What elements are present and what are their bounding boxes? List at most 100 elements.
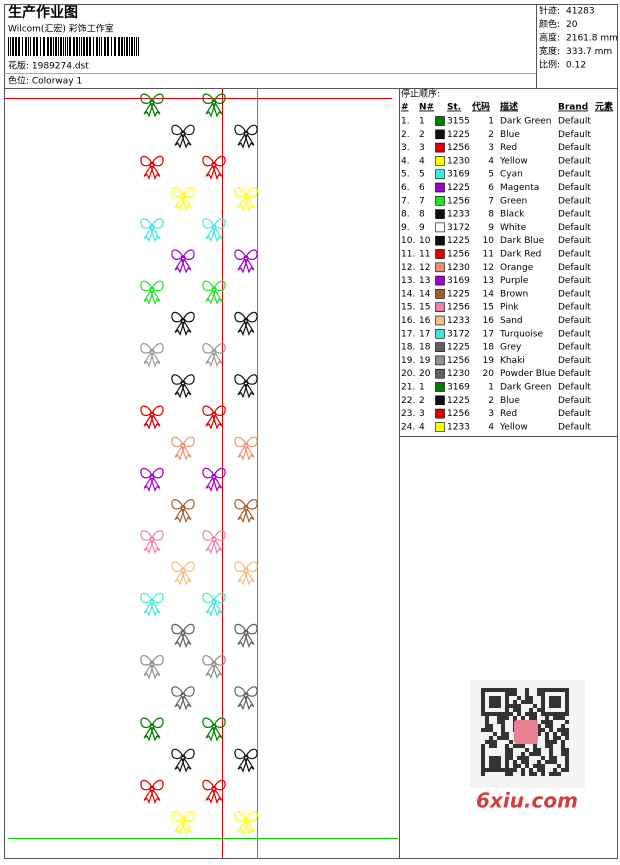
code: 2 bbox=[488, 396, 494, 406]
stat-value: 333.7 mm bbox=[566, 47, 612, 57]
stitches: 1225 bbox=[447, 236, 470, 246]
brand: Default bbox=[558, 356, 591, 366]
qr-cell bbox=[505, 688, 509, 692]
bar-stripe bbox=[136, 37, 137, 56]
qr-cell bbox=[565, 764, 569, 768]
bar-stripe bbox=[138, 37, 139, 56]
color-swatch bbox=[435, 355, 445, 366]
needle: 9 bbox=[419, 223, 425, 233]
row-number: 7. bbox=[401, 196, 410, 206]
qr-cell bbox=[549, 700, 553, 704]
qr-cell bbox=[521, 772, 525, 776]
qr-cell bbox=[517, 704, 521, 708]
qr-cell bbox=[541, 692, 545, 696]
brand: Default bbox=[558, 263, 591, 273]
qr-cell bbox=[541, 728, 545, 732]
description: Pink bbox=[500, 303, 519, 313]
stat-value: 0.12 bbox=[566, 61, 586, 71]
qr-cell bbox=[553, 712, 557, 716]
bar-stripe bbox=[89, 37, 91, 56]
stitches: 1233 bbox=[447, 210, 470, 220]
needle: 17 bbox=[419, 329, 430, 339]
description: Blue bbox=[500, 130, 520, 140]
stitches: 1225 bbox=[447, 183, 470, 193]
stitches: 1230 bbox=[447, 156, 470, 166]
qr-cell bbox=[525, 700, 529, 704]
qr-cell bbox=[497, 764, 501, 768]
qr-cell bbox=[549, 740, 553, 744]
column-header: 元素 bbox=[595, 101, 613, 113]
row-number: 10. bbox=[401, 236, 415, 246]
bar-stripe bbox=[65, 37, 66, 56]
border bbox=[4, 4, 618, 859]
brand: Default bbox=[558, 117, 591, 127]
qr-cell bbox=[545, 744, 549, 748]
qr-cell bbox=[533, 772, 537, 776]
needle: 15 bbox=[419, 303, 430, 313]
qr-cell bbox=[561, 728, 565, 732]
qr-cell bbox=[565, 768, 569, 772]
qr-cell bbox=[501, 720, 505, 724]
qr-cell bbox=[537, 764, 541, 768]
bar-stripe bbox=[96, 37, 98, 56]
qr-cell bbox=[525, 748, 529, 752]
qr-cell bbox=[517, 744, 521, 748]
bar-stripe bbox=[69, 37, 71, 56]
qr-cell bbox=[541, 756, 545, 760]
brand: Default bbox=[558, 170, 591, 180]
qr-cell bbox=[533, 704, 537, 708]
qr-cell bbox=[545, 740, 549, 744]
qr-cell bbox=[561, 768, 565, 772]
column-header: N# bbox=[419, 103, 434, 113]
row-number: 16. bbox=[401, 316, 415, 326]
needle: 5 bbox=[419, 170, 425, 180]
color-swatch bbox=[435, 302, 445, 313]
qr-cell bbox=[489, 768, 493, 772]
qr-cell bbox=[485, 768, 489, 772]
brand: Default bbox=[558, 196, 591, 206]
qr-cell bbox=[505, 744, 509, 748]
code: 20 bbox=[483, 369, 495, 379]
qr-cell bbox=[509, 748, 513, 752]
description: Grey bbox=[500, 343, 522, 353]
qr-cell bbox=[545, 688, 549, 692]
description: Turquoise bbox=[499, 329, 543, 339]
code: 18 bbox=[483, 343, 495, 353]
qr-cell bbox=[481, 712, 485, 716]
qr-cell bbox=[553, 768, 557, 772]
row-number: 17. bbox=[401, 329, 415, 339]
brand: Default bbox=[558, 130, 591, 140]
qr-cell bbox=[505, 732, 509, 736]
qr-cell bbox=[521, 716, 525, 720]
code: 9 bbox=[488, 223, 494, 233]
qr-cell bbox=[553, 740, 557, 744]
qr-cell bbox=[481, 744, 485, 748]
stitches: 1256 bbox=[447, 303, 470, 313]
needle: 2 bbox=[419, 396, 425, 406]
qr-cell bbox=[481, 756, 485, 760]
qr-cell bbox=[537, 728, 541, 732]
needle: 20 bbox=[419, 369, 431, 379]
row-number: 23. bbox=[401, 409, 415, 419]
bar-stripe bbox=[118, 37, 120, 56]
needle: 11 bbox=[419, 250, 430, 260]
color-swatch bbox=[435, 222, 445, 233]
color-swatch bbox=[435, 408, 445, 419]
bar-stripe bbox=[43, 37, 45, 56]
qr-cell bbox=[541, 720, 545, 724]
qr-cell bbox=[541, 712, 545, 716]
qr-cell bbox=[497, 768, 501, 772]
qr-cell bbox=[489, 728, 493, 732]
color-swatch bbox=[435, 315, 445, 326]
qr-cell bbox=[481, 700, 485, 704]
column-header: Brand bbox=[558, 103, 588, 113]
stitches: 1256 bbox=[447, 250, 470, 260]
qr-cell bbox=[521, 700, 525, 704]
stitches: 3155 bbox=[447, 117, 470, 127]
stat-value: 41283 bbox=[566, 7, 595, 17]
qr-cell bbox=[561, 716, 565, 720]
bar-stripe bbox=[55, 37, 57, 56]
column-header: 描述 bbox=[500, 101, 518, 113]
qr-cell bbox=[509, 688, 513, 692]
